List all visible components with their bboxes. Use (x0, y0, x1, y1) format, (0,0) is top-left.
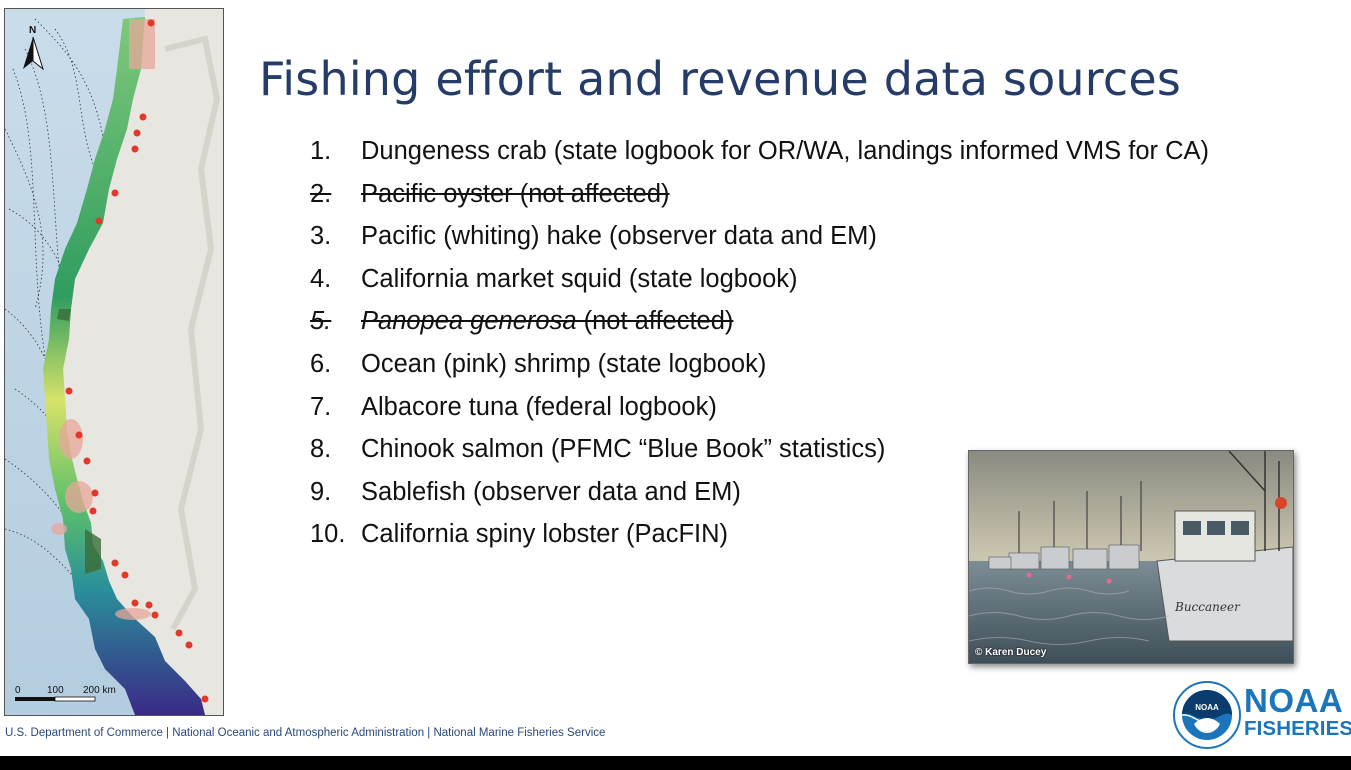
scale-label-100: 100 (47, 685, 64, 696)
list-item-text: Panopea generosa (not affected) (361, 300, 733, 343)
list-item-text: Ocean (pink) shrimp (state logbook) (361, 349, 767, 378)
list-item: 2. Pacific oyster (not affected) (310, 173, 1209, 216)
noaa-fisheries-logo: NOAA FISHERIES (1244, 684, 1351, 740)
list-item-text: California spiny lobster (PacFIN) (361, 520, 729, 549)
list-item-number: 4. (310, 264, 332, 293)
list-item-number: 10. (310, 520, 346, 549)
list-item: 5. Panopea generosa (not affected) (310, 300, 1209, 343)
list-item-text: Albacore tuna (federal logbook) (361, 392, 717, 421)
map-graphic: N 0 100 200 km (5, 9, 223, 715)
species-name: Panopea generosa (361, 307, 577, 336)
list-item: 9. Sablefish (observer data and EM) (310, 471, 1209, 514)
north-arrow-icon: N (23, 25, 44, 71)
list-item: 8. Chinook salmon (PFMC “Blue Book” stat… (310, 428, 1209, 471)
list-item-number: 6. (310, 349, 332, 378)
list-item: 7. Albacore tuna (federal logbook) (310, 386, 1209, 429)
logo-word-fisheries: FISHERIES (1244, 717, 1351, 740)
noaa-seal-icon: NOAA (1173, 681, 1241, 749)
list-item: 3. Pacific (whiting) hake (observer data… (310, 215, 1209, 258)
scale-label-0: 0 (15, 685, 21, 696)
list-item-number: 3. (310, 222, 332, 251)
list-item-number: 5. (310, 307, 332, 336)
list-item-number: 9. (310, 477, 332, 506)
list-item: 6. Ocean (pink) shrimp (state logbook) (310, 343, 1209, 386)
boat-name: Buccaneer (1174, 600, 1241, 614)
list-item-number: 1. (310, 137, 332, 165)
list-item: 4. California market squid (state logboo… (310, 258, 1209, 301)
footer-text: U.S. Department of Commerce | National O… (5, 727, 606, 739)
list-item-text: California market squid (state logbook) (361, 264, 798, 293)
list-item-number: 7. (310, 392, 332, 421)
west-coast-map: N 0 100 200 km (4, 8, 224, 716)
list-item: 1. Dungeness crab (state logbook for OR/… (310, 130, 1209, 173)
list-item-text: Sablefish (observer data and EM) (361, 477, 741, 506)
scale-label-200: 200 km (83, 685, 116, 696)
list-item-text: Chinook salmon (PFMC “Blue Book” statist… (361, 435, 886, 464)
compass-label: N (29, 25, 36, 36)
scale-bar: 0 100 200 km (15, 685, 116, 702)
seal-text: NOAA (1195, 703, 1219, 712)
list-item-suffix: (not affected) (576, 307, 734, 336)
list-item: 10. California spiny lobster (PacFIN) (310, 513, 1209, 556)
photo-credit: © Karen Ducey (975, 647, 1047, 658)
list-item-text: Dungeness crab (state logbook for OR/WA,… (361, 137, 1209, 165)
list-item-number: 8. (310, 435, 332, 464)
photo-graphic: Buccaneer (969, 451, 1293, 663)
list-item-number: 2. (310, 179, 332, 208)
list-item-text: Pacific oyster (not affected) (361, 179, 670, 208)
logo-word-noaa: NOAA (1244, 682, 1344, 719)
data-source-list: 1. Dungeness crab (state logbook for OR/… (310, 130, 1209, 556)
fishing-boats-photo: Buccaneer © Karen Ducey (968, 450, 1294, 664)
slide-title: Fishing effort and revenue data sources (259, 52, 1182, 106)
list-item-text: Pacific (whiting) hake (observer data an… (361, 222, 877, 251)
